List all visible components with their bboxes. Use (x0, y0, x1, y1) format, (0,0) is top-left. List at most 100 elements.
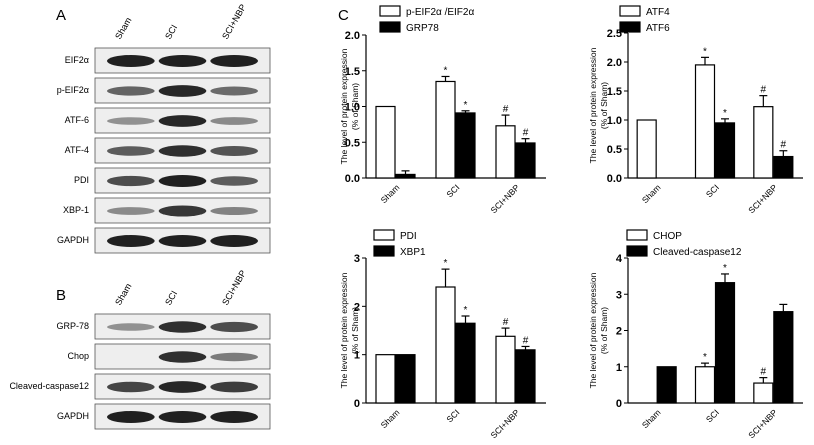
bar (375, 354, 396, 404)
blot-b-group-label: SCI (163, 289, 179, 307)
bar (773, 311, 794, 404)
significance-star: * (444, 65, 448, 76)
blot-row-label: GAPDH (57, 235, 89, 245)
bar (495, 335, 516, 404)
bar (636, 119, 657, 179)
y-tick-label: 2 (354, 301, 360, 313)
protein-band (210, 146, 258, 156)
protein-band (210, 321, 258, 333)
legend-label: GRP78 (406, 23, 439, 34)
y-tick-label: 3 (354, 253, 360, 265)
protein-band (158, 411, 207, 423)
legend-swatch (373, 229, 395, 241)
y-axis-label: (% of Sham) (350, 83, 360, 130)
protein-band (106, 323, 155, 331)
legend-label: Cleaved-caspase12 (653, 247, 742, 258)
x-tick-label: SCI (704, 407, 721, 424)
y-axis-label: (% of Sham) (599, 82, 609, 129)
x-tick-label: SCI (444, 182, 461, 199)
y-tick-label: 2.0 (607, 57, 622, 69)
western-blot-b: Sham SCI SCI+NBP GRP-78 Chop Cleaved-caspase1… (9, 268, 271, 430)
protein-band (158, 175, 207, 187)
protein-band (210, 176, 258, 186)
y-axis-label: The level of protein expression (588, 272, 598, 388)
y-tick-label: 1.0 (607, 115, 622, 127)
panel-label-c: C (338, 7, 349, 24)
blot-row-label: Cleaved-caspase12 (9, 381, 89, 391)
bar (753, 106, 774, 179)
bar (714, 122, 736, 179)
y-axis-label: The level of protein expression (339, 48, 349, 164)
bar (773, 155, 794, 179)
y-tick-label: 0 (616, 398, 622, 410)
significance-hash: # (523, 128, 529, 139)
blot-row-label: GRP-78 (56, 321, 89, 331)
x-tick-label: SCI+NBP (746, 182, 779, 215)
bar (694, 366, 716, 404)
y-tick-label: 0.0 (607, 173, 622, 185)
protein-band (106, 146, 155, 156)
blot-a-group-label: SCI (163, 23, 179, 41)
protein-band (210, 117, 258, 125)
legend-swatch (626, 245, 648, 257)
bar (656, 366, 677, 404)
significance-star: * (723, 263, 727, 274)
bar-chart-4: 0 1 2 3 4 The level of protein expression (% o… (588, 229, 803, 440)
protein-band (210, 352, 258, 362)
protein-band (106, 55, 155, 67)
bar (435, 80, 456, 179)
y-tick-label: 1 (354, 350, 360, 362)
legend-swatch (619, 21, 641, 33)
blot-row-label: EIF2α (65, 55, 89, 65)
western-blot-a: Sham SCI SCI+NBP EIF2α p-EIF2α ATF-6 ATF-4 PDI X… (57, 2, 271, 254)
y-tick-label: 1 (616, 362, 622, 374)
significance-star: * (464, 305, 468, 316)
legend-label: XBP1 (400, 247, 426, 258)
y-axis-label: The level of protein expression (588, 47, 598, 163)
legend-label: PDI (400, 231, 417, 242)
bar (515, 349, 536, 404)
y-tick-label: 2.5 (607, 28, 622, 40)
y-tick-label: 0.5 (345, 137, 360, 149)
protein-band (106, 175, 155, 187)
legend-label: ATF6 (646, 23, 670, 34)
protein-band (210, 381, 258, 393)
protein-band (158, 235, 207, 247)
protein-band (106, 207, 155, 215)
blot-row-label: p-EIF2α (57, 85, 89, 95)
legend-swatch (626, 229, 648, 241)
protein-band (158, 115, 207, 127)
y-tick-label: 1.5 (345, 66, 360, 78)
y-axis-label: (% of Sham) (350, 307, 360, 354)
y-axis-label: The level of protein expression (339, 272, 349, 388)
significance-hash: # (761, 367, 767, 378)
protein-band (106, 117, 155, 125)
x-tick-label: SCI+NBP (488, 407, 521, 440)
protein-band (106, 235, 155, 247)
significance-star: * (444, 258, 448, 269)
legend-label: CHOP (653, 231, 682, 242)
bar (455, 322, 476, 404)
protein-band (210, 411, 258, 423)
y-tick-label: 2 (616, 326, 622, 338)
legend-label: ATF4 (646, 7, 670, 18)
y-tick-label: 0 (354, 398, 360, 410)
protein-band (106, 86, 155, 96)
protein-band (210, 206, 258, 216)
blot-row-label: XBP-1 (63, 205, 89, 215)
significance-hash: # (503, 104, 509, 115)
blot-row-label: GAPDH (57, 411, 89, 421)
x-tick-label: Sham (640, 182, 663, 205)
protein-band (158, 205, 207, 217)
protein-band (158, 85, 207, 97)
bar (455, 112, 476, 179)
x-tick-label: SCI (444, 407, 461, 424)
significance-hash: # (523, 335, 529, 346)
protein-band (158, 321, 207, 333)
protein-band (158, 381, 207, 393)
y-tick-label: 1.5 (607, 86, 622, 98)
y-tick-label: 4 (616, 253, 623, 265)
x-tick-label: SCI+NBP (746, 407, 779, 440)
bar (395, 354, 416, 404)
protein-band (210, 86, 258, 96)
